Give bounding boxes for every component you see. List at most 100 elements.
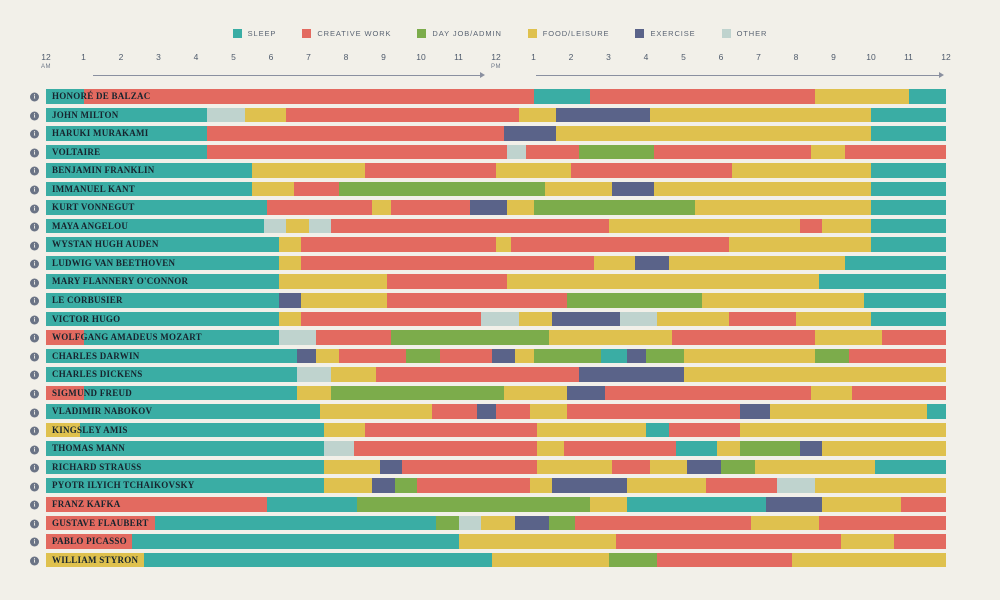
- info-icon[interactable]: i: [30, 556, 39, 566]
- info-icon[interactable]: i: [30, 129, 39, 139]
- legend-item-other[interactable]: OTHER: [721, 29, 768, 38]
- axis-tick-hour: 2: [118, 52, 124, 62]
- info-icon[interactable]: i: [30, 222, 39, 232]
- info-icon[interactable]: i: [30, 445, 39, 455]
- schedule-row[interactable]: i RICHARD STRAUSS: [0, 459, 1000, 478]
- info-icon[interactable]: i: [30, 408, 39, 418]
- schedule-segment-other: [777, 478, 815, 493]
- schedule-segment-sleep: [46, 367, 298, 382]
- schedule-row[interactable]: i FRANZ KAFKA: [0, 496, 1000, 515]
- axis-tick-8: 8: [344, 52, 349, 63]
- schedule-row[interactable]: i HONORÉ DE BALZAC: [0, 88, 1000, 107]
- info-icon[interactable]: i: [30, 389, 39, 399]
- axis-tick-13: 1: [531, 52, 536, 63]
- schedule-row[interactable]: i JOHN MILTON: [0, 107, 1000, 126]
- schedule-segment-creative: [604, 385, 811, 401]
- schedule-segment-exercise: [556, 107, 650, 123]
- schedule-row[interactable]: i WOLFGANG AMADEUS MOZART: [0, 329, 1000, 348]
- schedule-bar: [46, 515, 946, 531]
- schedule-segment-food: [593, 255, 635, 271]
- schedule-segment-food: [331, 367, 376, 382]
- schedule-row[interactable]: i IMMANUEL KANT: [0, 181, 1000, 200]
- schedule-segment-creative: [526, 144, 579, 160]
- schedule-segment-food: [811, 144, 845, 160]
- info-icon[interactable]: i: [30, 92, 39, 102]
- schedule-row[interactable]: i MAYA ANGELOU: [0, 218, 1000, 237]
- schedule-row[interactable]: i CHARLES DICKENS: [0, 366, 1000, 385]
- schedule-segment-food: [728, 237, 871, 252]
- schedule-segment-food: [657, 311, 729, 327]
- info-icon[interactable]: i: [30, 482, 39, 492]
- legend-item-creative[interactable]: CREATIVE WORK: [302, 29, 391, 38]
- info-icon[interactable]: i: [30, 111, 39, 121]
- info-icon[interactable]: i: [30, 463, 39, 473]
- schedule-row[interactable]: i CHARLES DARWIN: [0, 348, 1000, 367]
- schedule-row[interactable]: i WILLIAM STYRON: [0, 552, 1000, 571]
- info-icon[interactable]: i: [30, 241, 39, 251]
- schedule-row[interactable]: i MARY FLANNERY O'CONNOR: [0, 273, 1000, 292]
- schedule-segment-sleep: [46, 126, 208, 141]
- schedule-segment-creative: [616, 534, 841, 549]
- axis-tick-hour: 8: [343, 52, 349, 62]
- schedule-segment-food: [507, 200, 534, 215]
- schedule-row[interactable]: i LUDWIG VAN BEETHOVEN: [0, 255, 1000, 274]
- info-icon[interactable]: i: [30, 278, 39, 288]
- schedule-segment-food: [739, 422, 946, 438]
- axis-tick-hour: 6: [718, 52, 724, 62]
- schedule-row[interactable]: i BENJAMIN FRANKLIN: [0, 162, 1000, 181]
- schedule-row[interactable]: i WYSTAN HUGH AUDEN: [0, 236, 1000, 255]
- legend-label: CREATIVE WORK: [317, 29, 392, 38]
- schedule-row[interactable]: i VICTOR HUGO: [0, 311, 1000, 330]
- schedule-row[interactable]: i VOLTAIRE: [0, 144, 1000, 163]
- info-icon[interactable]: i: [30, 185, 39, 195]
- schedule-segment-food: [841, 534, 894, 549]
- schedule-segment-sleep: [627, 497, 766, 512]
- schedule-segment-other: [278, 330, 316, 345]
- info-icon[interactable]: i: [30, 259, 39, 269]
- schedule-segment-creative: [364, 422, 538, 438]
- schedule-segment-creative: [391, 200, 470, 215]
- info-icon[interactable]: i: [30, 296, 39, 306]
- info-icon[interactable]: i: [30, 333, 39, 343]
- schedule-row[interactable]: i LE CORBUSIER: [0, 292, 1000, 311]
- legend-item-dayjob[interactable]: DAY JOB/ADMIN: [417, 29, 501, 38]
- legend-item-sleep[interactable]: SLEEP: [232, 29, 277, 38]
- schedule-segment-other: [619, 311, 658, 327]
- schedule-bar: [46, 181, 946, 197]
- axis-tick-hour: 7: [306, 52, 311, 62]
- schedule-row[interactable]: i HARUKI MURAKAMI: [0, 125, 1000, 144]
- info-icon[interactable]: i: [30, 148, 39, 158]
- axis-tick-hour: 3: [156, 52, 161, 62]
- schedule-row[interactable]: i PYOTR ILYICH TCHAIKOVSKY: [0, 477, 1000, 496]
- schedule-segment-sleep: [46, 274, 279, 289]
- legend-item-food[interactable]: FOOD/LEISURE: [527, 29, 610, 38]
- info-icon[interactable]: i: [30, 370, 39, 380]
- schedule-row[interactable]: i KINGSLEY AMIS: [0, 422, 1000, 441]
- legend-item-exercise[interactable]: EXERCISE: [635, 29, 695, 38]
- schedule-segment-creative: [439, 348, 493, 364]
- schedule-segment-food: [589, 497, 628, 512]
- schedule-segment-exercise: [687, 459, 721, 475]
- info-icon[interactable]: i: [30, 166, 39, 176]
- schedule-row[interactable]: i KURT VONNEGUT: [0, 199, 1000, 218]
- info-icon[interactable]: i: [30, 537, 39, 547]
- info-icon[interactable]: i: [30, 500, 39, 510]
- legend-label: EXERCISE: [650, 29, 696, 38]
- schedule-segment-creative: [563, 441, 676, 456]
- schedule-row[interactable]: i VLADIMIR NABOKOV: [0, 403, 1000, 422]
- info-icon[interactable]: i: [30, 204, 39, 214]
- schedule-row[interactable]: i SIGMUND FREUD: [0, 385, 1000, 404]
- legend-swatch-exercise-icon: [635, 29, 645, 38]
- info-icon[interactable]: i: [30, 352, 39, 362]
- schedule-segment-creative: [402, 459, 538, 475]
- schedule-segment-food: [529, 404, 568, 419]
- schedule-segment-creative: [353, 441, 538, 456]
- schedule-row[interactable]: i THOMAS MANN: [0, 440, 1000, 459]
- info-icon[interactable]: i: [30, 315, 39, 325]
- schedule-row[interactable]: i GUSTAVE FLAUBERT: [0, 515, 1000, 534]
- info-icon[interactable]: i: [30, 519, 39, 529]
- schedule-row[interactable]: i PABLO PICASSO: [0, 533, 1000, 552]
- info-icon[interactable]: i: [30, 426, 39, 436]
- axis-tick-hour: 7: [756, 52, 761, 62]
- schedule-segment-food: [323, 459, 380, 475]
